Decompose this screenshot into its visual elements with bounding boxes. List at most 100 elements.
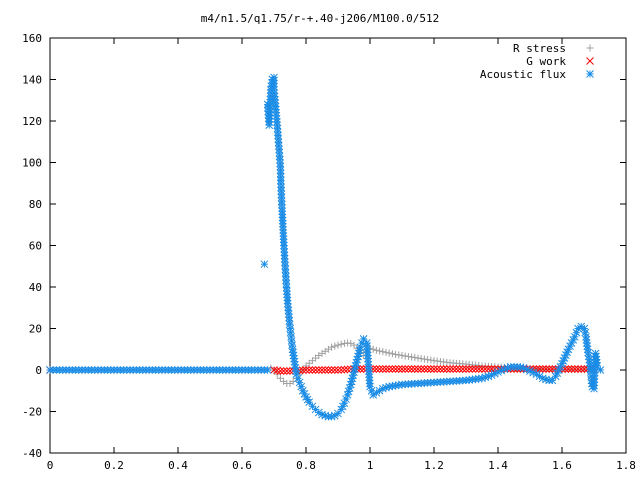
data-point bbox=[439, 365, 448, 373]
data-point bbox=[420, 355, 428, 363]
x-tick-label: 0 bbox=[47, 459, 54, 472]
x-tick-label: 1.8 bbox=[616, 459, 636, 472]
x-tick-label: 0.8 bbox=[296, 459, 316, 472]
data-point bbox=[570, 365, 579, 373]
data-point bbox=[538, 365, 547, 373]
data-point bbox=[379, 348, 387, 356]
data-point bbox=[423, 365, 432, 373]
data-point bbox=[395, 351, 403, 359]
data-point bbox=[542, 365, 550, 373]
data-point bbox=[407, 365, 416, 373]
data-point bbox=[356, 343, 365, 352]
x-tick-label: 1.2 bbox=[424, 459, 444, 472]
data-point bbox=[471, 365, 480, 373]
data-point bbox=[487, 365, 496, 373]
data-point bbox=[334, 341, 342, 349]
data-point bbox=[305, 366, 314, 374]
y-tick-label: 100 bbox=[22, 157, 42, 170]
data-point bbox=[282, 276, 290, 285]
data-point bbox=[314, 366, 323, 374]
data-point bbox=[273, 366, 282, 375]
data-point bbox=[465, 365, 474, 373]
legend-marker bbox=[586, 57, 594, 65]
y-tick-label: 160 bbox=[22, 32, 42, 45]
data-point bbox=[359, 335, 368, 343]
data-point bbox=[593, 361, 602, 370]
data-point bbox=[548, 376, 557, 385]
data-point bbox=[382, 365, 390, 373]
data-point bbox=[436, 365, 445, 373]
x-tick-label: 1.4 bbox=[488, 459, 508, 472]
data-point bbox=[327, 366, 336, 374]
data-point bbox=[276, 374, 284, 382]
data-point bbox=[449, 365, 458, 373]
data-point bbox=[308, 366, 317, 374]
data-point bbox=[401, 365, 410, 373]
y-tick-label: -40 bbox=[22, 447, 42, 460]
data-point bbox=[414, 365, 422, 373]
data-point bbox=[391, 365, 400, 373]
data-point bbox=[305, 398, 314, 407]
series-layer bbox=[46, 73, 605, 421]
data-point bbox=[366, 382, 374, 391]
data-point bbox=[385, 349, 393, 357]
data-point bbox=[279, 367, 288, 375]
data-point bbox=[535, 365, 544, 373]
data-point bbox=[392, 350, 400, 358]
data-point bbox=[298, 366, 307, 375]
data-point bbox=[414, 354, 422, 362]
data-point bbox=[481, 365, 490, 373]
legend-label: G work bbox=[526, 55, 566, 68]
data-point bbox=[260, 260, 269, 269]
data-point bbox=[302, 366, 310, 374]
x-tick-label: 0.4 bbox=[168, 459, 188, 472]
data-point bbox=[410, 365, 419, 373]
data-point bbox=[462, 365, 470, 373]
y-tick-label: 20 bbox=[29, 323, 42, 336]
data-point bbox=[388, 382, 397, 390]
data-point bbox=[596, 366, 605, 374]
data-point bbox=[372, 346, 380, 354]
data-point bbox=[375, 365, 384, 373]
data-point bbox=[545, 365, 554, 373]
data-point bbox=[388, 365, 397, 373]
data-point bbox=[334, 409, 342, 418]
data-point bbox=[350, 341, 358, 349]
data-point bbox=[417, 365, 426, 373]
data-point bbox=[424, 356, 432, 364]
data-point bbox=[577, 365, 586, 373]
data-point bbox=[331, 342, 339, 350]
data-point bbox=[408, 353, 416, 361]
data-point bbox=[564, 365, 573, 373]
data-point bbox=[356, 365, 365, 373]
data-point bbox=[276, 367, 285, 375]
data-point bbox=[337, 365, 346, 374]
data-point bbox=[427, 356, 435, 364]
legend-marker bbox=[586, 44, 594, 52]
y-tick-label: 40 bbox=[29, 281, 42, 294]
legend-label: R stress bbox=[513, 42, 566, 55]
chart-title: m4/n1.5/q1.75/r-+.40-j206/M100.0/512 bbox=[201, 12, 439, 25]
data-point bbox=[567, 365, 576, 373]
data-point bbox=[452, 365, 461, 373]
legend-marker bbox=[586, 70, 594, 78]
data-point bbox=[420, 365, 429, 373]
data-point bbox=[394, 365, 403, 373]
data-point bbox=[580, 365, 589, 373]
data-point bbox=[426, 365, 435, 373]
data-point bbox=[328, 343, 336, 351]
x-tick-label: 1 bbox=[367, 459, 374, 472]
data-point bbox=[446, 365, 454, 373]
data-point bbox=[347, 339, 355, 347]
data-point bbox=[551, 372, 560, 381]
y-tick-label: 0 bbox=[35, 364, 42, 377]
data-point bbox=[270, 366, 278, 374]
data-point bbox=[388, 350, 396, 358]
data-point bbox=[340, 399, 349, 408]
data-point bbox=[458, 365, 467, 373]
axes: 0 0.2 0.4 0.6 0.8 1 1.2 1.4 1.6 1.8 -40 -20 0 20 40 60 8… bbox=[22, 32, 636, 472]
data-point bbox=[564, 345, 573, 354]
